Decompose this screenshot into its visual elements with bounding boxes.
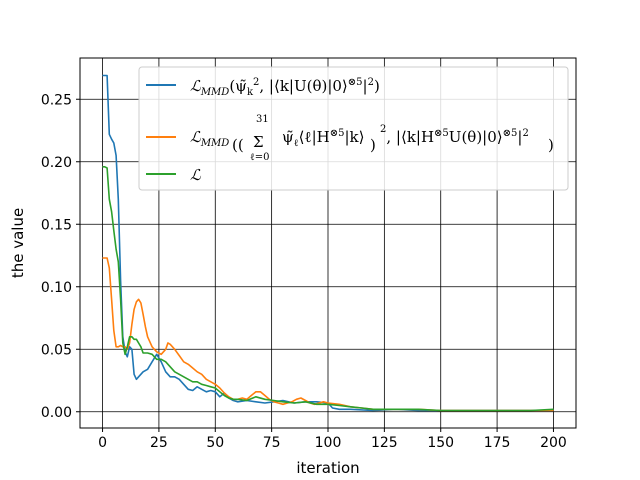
y-tick-label: 0.25 [41, 92, 72, 108]
svg-text:): ) [370, 136, 376, 154]
svg-text:2, |⟨k|H⊗5U(θ)|0⟩⊗5|2: 2, |⟨k|H⊗5U(θ)|0⟩⊗5|2 [380, 124, 529, 146]
y-tick-label: 0.10 [41, 280, 72, 296]
y-tick-label: 0.05 [41, 342, 72, 358]
svg-text:31: 31 [256, 114, 269, 125]
x-tick-label: 0 [98, 435, 107, 451]
legend-label-3: ℒ [190, 166, 202, 184]
y-tick-label: 0.20 [41, 155, 72, 171]
svg-text:ℓ=0: ℓ=0 [250, 152, 270, 163]
svg-text:ψ̃ℓ⟨ℓ|H⊗5|k⟩: ψ̃ℓ⟨ℓ|H⊗5|k⟩ [282, 128, 364, 149]
y-tick-label: 0.15 [41, 217, 72, 233]
series-line-3 [102, 166, 554, 412]
y-axis: 0.00 0.05 0.10 0.15 0.20 0.25 [41, 92, 80, 421]
series-lines [102, 74, 554, 412]
y-axis-label: the value [9, 208, 27, 278]
x-tick-label: 125 [371, 435, 398, 451]
x-tick-label: 75 [263, 435, 281, 451]
svg-text:((: (( [232, 136, 244, 154]
legend: ℒMMD(ψ̃k2, |⟨k|U(θ)|0⟩⊗5|2) ℒMMD (( Σ 31… [138, 66, 569, 191]
svg-text:Σ: Σ [253, 133, 264, 151]
x-tick-label: 100 [315, 435, 342, 451]
x-tick-label: 50 [206, 435, 224, 451]
legend-label-1: ℒMMD(ψ̃k2, |⟨k|U(θ)|0⟩⊗5|2) [190, 77, 380, 98]
y-tick-label: 0.00 [41, 405, 72, 421]
legend-box [138, 66, 569, 191]
svg-text:ℒMMD: ℒMMD [190, 128, 229, 149]
series-line-2 [102, 257, 554, 412]
x-tick-label: 25 [150, 435, 168, 451]
x-axis: 0 25 50 75 100 125 150 175 200 [98, 428, 567, 451]
x-tick-label: 200 [540, 435, 567, 451]
svg-text:): ) [548, 136, 554, 154]
x-axis-label: iteration [296, 459, 359, 477]
legend-label-2: ℒMMD (( Σ 31 ℓ=0 ψ̃ℓ⟨ℓ|H⊗5|k⟩ ) 2, |⟨k|H… [190, 114, 554, 163]
x-tick-label: 175 [484, 435, 511, 451]
x-tick-label: 150 [427, 435, 454, 451]
